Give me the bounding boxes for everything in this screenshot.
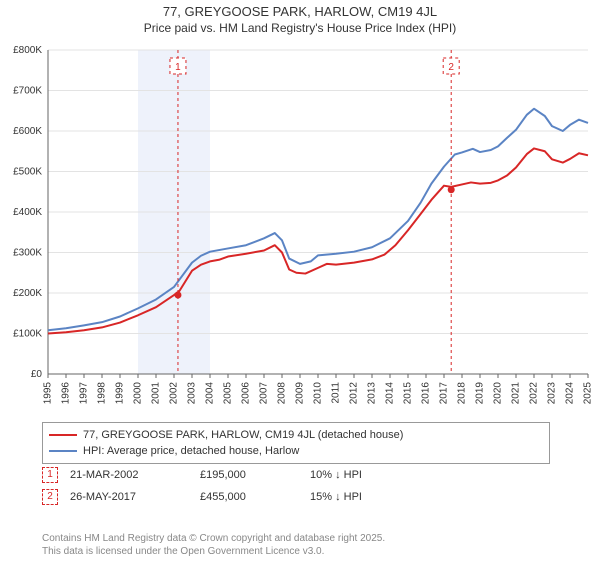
svg-text:1997: 1997 (79, 382, 90, 405)
sale-row: 1 21-MAR-2002 £195,000 10% ↓ HPI (42, 466, 562, 484)
svg-text:2025: 2025 (583, 382, 594, 405)
svg-text:1999: 1999 (115, 382, 126, 405)
sale-marker-icon: 1 (42, 467, 58, 483)
sale-date: 21-MAR-2002 (70, 469, 200, 481)
legend-row: 77, GREYGOOSE PARK, HARLOW, CM19 4JL (de… (49, 427, 543, 443)
svg-text:£0: £0 (31, 369, 43, 380)
svg-text:2018: 2018 (457, 382, 468, 405)
svg-text:£700K: £700K (13, 86, 42, 97)
svg-text:2017: 2017 (439, 382, 450, 405)
sale-diff: 15% ↓ HPI (310, 491, 362, 503)
svg-text:2007: 2007 (259, 382, 270, 405)
svg-text:2012: 2012 (349, 382, 360, 405)
svg-text:2010: 2010 (313, 382, 324, 405)
svg-text:1: 1 (175, 62, 181, 73)
svg-text:2009: 2009 (295, 382, 306, 405)
svg-text:2002: 2002 (169, 382, 180, 405)
svg-text:£100K: £100K (13, 329, 42, 340)
svg-text:1995: 1995 (43, 382, 54, 405)
legend-swatch (49, 434, 77, 436)
svg-text:2006: 2006 (241, 382, 252, 405)
svg-text:2004: 2004 (205, 382, 216, 405)
svg-text:2023: 2023 (547, 382, 558, 405)
legend: 77, GREYGOOSE PARK, HARLOW, CM19 4JL (de… (42, 422, 550, 464)
svg-text:1998: 1998 (97, 382, 108, 405)
svg-text:£800K: £800K (13, 45, 42, 56)
legend-swatch (49, 450, 77, 452)
svg-text:£500K: £500K (13, 167, 42, 178)
svg-text:2005: 2005 (223, 382, 234, 405)
sale-date: 26-MAY-2017 (70, 491, 200, 503)
svg-text:2020: 2020 (493, 382, 504, 405)
svg-text:£200K: £200K (13, 288, 42, 299)
sale-price: £195,000 (200, 469, 310, 481)
svg-text:2011: 2011 (331, 382, 342, 404)
sale-marker-icon: 2 (42, 489, 58, 505)
legend-label: 77, GREYGOOSE PARK, HARLOW, CM19 4JL (de… (83, 429, 403, 441)
line-chart: £0 £100K £200K £300K £400K £500K £600K £700K £80… (0, 44, 600, 414)
chart-subtitle: Price paid vs. HM Land Registry's House … (0, 21, 600, 35)
sale-diff: 10% ↓ HPI (310, 469, 362, 481)
svg-text:£300K: £300K (13, 248, 42, 259)
svg-text:£600K: £600K (13, 126, 42, 137)
svg-text:2008: 2008 (277, 382, 288, 405)
svg-text:2013: 2013 (367, 382, 378, 405)
svg-text:2021: 2021 (511, 382, 522, 405)
svg-text:2016: 2016 (421, 382, 432, 405)
attribution: Contains HM Land Registry data © Crown c… (42, 533, 385, 558)
svg-text:1996: 1996 (61, 382, 72, 405)
svg-text:2001: 2001 (151, 382, 162, 405)
svg-text:2019: 2019 (475, 382, 486, 405)
svg-text:2: 2 (448, 62, 454, 73)
legend-row: HPI: Average price, detached house, Harl… (49, 443, 543, 459)
sale-price: £455,000 (200, 491, 310, 503)
legend-label: HPI: Average price, detached house, Harl… (83, 445, 299, 457)
chart-title: 77, GREYGOOSE PARK, HARLOW, CM19 4JL (0, 4, 600, 19)
sale-row: 2 26-MAY-2017 £455,000 15% ↓ HPI (42, 488, 562, 506)
svg-text:£400K: £400K (13, 207, 42, 218)
svg-text:2014: 2014 (385, 382, 396, 405)
svg-text:2000: 2000 (133, 382, 144, 405)
svg-text:2003: 2003 (187, 382, 198, 405)
svg-text:2024: 2024 (565, 382, 576, 405)
svg-text:2022: 2022 (529, 382, 540, 405)
svg-text:2015: 2015 (403, 382, 414, 405)
